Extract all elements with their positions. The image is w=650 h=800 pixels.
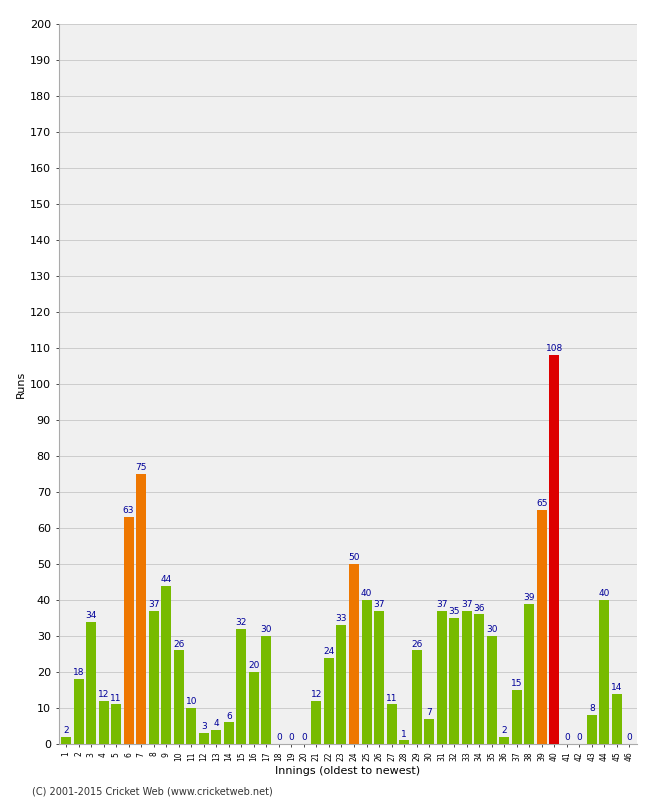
Bar	[361, 600, 372, 744]
Bar	[237, 629, 246, 744]
Bar	[374, 611, 384, 744]
Text: 108: 108	[546, 344, 563, 354]
Bar	[186, 708, 196, 744]
Text: 37: 37	[436, 600, 447, 609]
Bar	[136, 474, 146, 744]
Text: 30: 30	[486, 626, 497, 634]
Bar	[549, 355, 560, 744]
Text: 4: 4	[213, 718, 219, 728]
Bar	[73, 679, 84, 744]
Text: 0: 0	[301, 733, 307, 742]
Text: 44: 44	[161, 574, 172, 584]
Bar	[499, 737, 510, 744]
Bar	[587, 715, 597, 744]
Bar	[449, 618, 459, 744]
Bar	[512, 690, 522, 744]
Bar	[111, 704, 121, 744]
Text: 11: 11	[386, 694, 397, 702]
X-axis label: Innings (oldest to newest): Innings (oldest to newest)	[275, 766, 421, 775]
Bar	[474, 614, 484, 744]
Text: 10: 10	[185, 697, 197, 706]
Bar	[411, 650, 422, 744]
Bar	[161, 586, 171, 744]
Text: 12: 12	[98, 690, 109, 699]
Text: 11: 11	[111, 694, 122, 702]
Bar	[249, 672, 259, 744]
Bar	[199, 733, 209, 744]
Text: 24: 24	[323, 646, 335, 656]
Text: 34: 34	[85, 611, 97, 620]
Text: 14: 14	[611, 682, 623, 692]
Text: 0: 0	[276, 733, 281, 742]
Text: 65: 65	[536, 499, 547, 508]
Text: 20: 20	[248, 661, 259, 670]
Bar	[487, 636, 497, 744]
Text: 2: 2	[501, 726, 507, 735]
Text: 26: 26	[411, 640, 422, 649]
Bar	[387, 704, 396, 744]
Text: 6: 6	[226, 712, 231, 721]
Bar	[612, 694, 622, 744]
Bar	[324, 658, 334, 744]
Bar	[224, 722, 234, 744]
Text: 40: 40	[361, 589, 372, 598]
Text: 0: 0	[289, 733, 294, 742]
Bar	[349, 564, 359, 744]
Text: 32: 32	[236, 618, 247, 627]
Y-axis label: Runs: Runs	[16, 370, 25, 398]
Text: 8: 8	[589, 704, 595, 714]
Bar	[437, 611, 447, 744]
Text: 1: 1	[401, 730, 407, 738]
Bar	[211, 730, 221, 744]
Bar	[599, 600, 610, 744]
Text: 37: 37	[148, 600, 159, 609]
Text: 37: 37	[373, 600, 385, 609]
Bar	[86, 622, 96, 744]
Bar	[149, 611, 159, 744]
Bar	[424, 718, 434, 744]
Text: 36: 36	[473, 603, 485, 613]
Text: 18: 18	[73, 668, 84, 678]
Text: 40: 40	[599, 589, 610, 598]
Bar	[99, 701, 109, 744]
Text: (C) 2001-2015 Cricket Web (www.cricketweb.net): (C) 2001-2015 Cricket Web (www.cricketwe…	[32, 786, 273, 796]
Text: 75: 75	[135, 463, 147, 472]
Bar	[311, 701, 322, 744]
Bar	[61, 737, 71, 744]
Bar	[399, 741, 409, 744]
Bar	[525, 603, 534, 744]
Text: 33: 33	[336, 614, 347, 623]
Text: 30: 30	[261, 626, 272, 634]
Bar	[174, 650, 184, 744]
Text: 7: 7	[426, 708, 432, 717]
Text: 50: 50	[348, 554, 359, 562]
Bar	[537, 510, 547, 744]
Text: 0: 0	[564, 733, 570, 742]
Text: 39: 39	[523, 593, 535, 602]
Text: 2: 2	[63, 726, 69, 735]
Text: 0: 0	[577, 733, 582, 742]
Text: 26: 26	[173, 640, 185, 649]
Bar	[124, 517, 134, 744]
Bar	[337, 626, 346, 744]
Text: 63: 63	[123, 506, 135, 515]
Text: 12: 12	[311, 690, 322, 699]
Bar	[261, 636, 271, 744]
Text: 3: 3	[201, 722, 207, 731]
Text: 37: 37	[461, 600, 473, 609]
Text: 0: 0	[627, 733, 632, 742]
Bar	[462, 611, 472, 744]
Text: 35: 35	[448, 607, 460, 616]
Text: 15: 15	[511, 679, 523, 688]
